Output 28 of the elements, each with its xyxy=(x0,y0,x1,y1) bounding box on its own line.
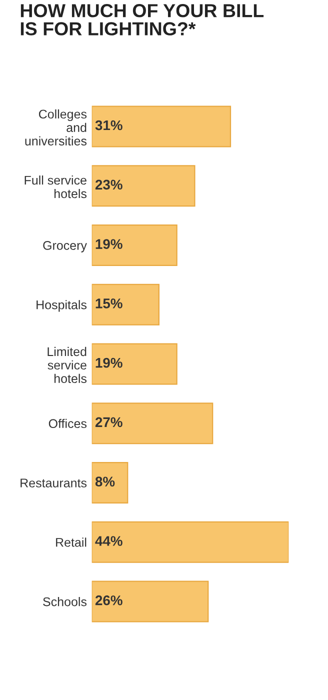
data-label: 31% xyxy=(95,120,122,130)
bar xyxy=(92,106,232,148)
data-label: 8% xyxy=(95,476,115,486)
data-label: 19% xyxy=(96,358,122,368)
data-label: 27% xyxy=(95,417,122,428)
bar xyxy=(92,402,214,444)
y-tick-label: Restaurants xyxy=(20,478,87,488)
y-tick-label: Full service hotels xyxy=(24,175,87,198)
bar xyxy=(92,343,178,385)
data-label: 23% xyxy=(95,180,122,190)
y-tick-label: Grocery xyxy=(43,241,87,252)
bar xyxy=(92,580,209,622)
y-tick-label: Schools xyxy=(43,597,87,606)
data-label: 15% xyxy=(96,298,122,308)
bar xyxy=(92,165,196,207)
data-label: 19% xyxy=(96,239,122,249)
y-tick-label: Colleges and universities xyxy=(25,109,87,146)
data-label: 44% xyxy=(95,536,122,546)
y-tick-label: Offices xyxy=(48,418,87,428)
y-tick-label: Hospitals xyxy=(36,300,87,312)
bar xyxy=(92,284,160,326)
bar xyxy=(92,462,128,504)
bar xyxy=(92,521,289,563)
y-tick-label: Limited service hotels xyxy=(48,346,87,384)
chart-title: HOW MUCH OF YOUR BILL IS FOR LIGHTING?* xyxy=(20,4,264,36)
y-tick-label: Retail xyxy=(56,538,86,547)
data-label: 26% xyxy=(95,595,122,606)
bar xyxy=(92,224,178,266)
